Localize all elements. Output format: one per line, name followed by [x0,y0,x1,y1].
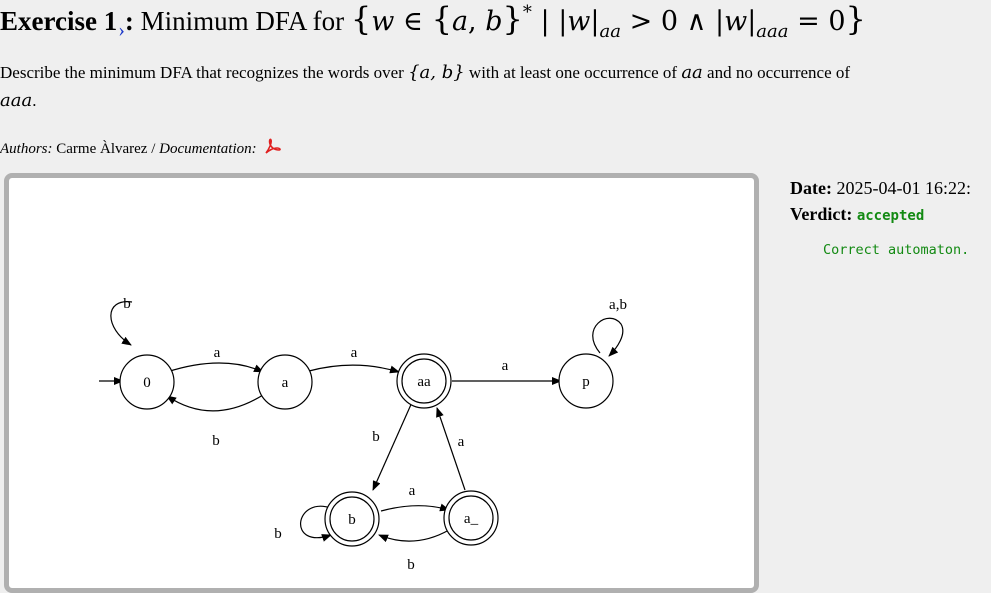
label-aa-p: a [502,358,509,374]
chevron-right-icon[interactable]: › [118,19,125,41]
label-b-b: b [274,526,282,542]
svg-text:0: 0 [143,375,151,391]
svg-text:a_: a_ [464,511,479,527]
transition-a-aa [308,364,400,374]
alphabet-math: {a, b} [408,62,465,83]
automaton-diagram: b a b a a a,b b a a b b 0 a aa p [99,296,627,573]
submission-info: Date: 2025-04-01 16:22: Verdict: accepte… [790,175,971,229]
exercise-colon: : [124,6,134,36]
transition-a_-b [378,529,450,543]
label-0-a: a [214,345,221,361]
transition-b-b [300,505,332,542]
title-prefix: Minimum DFA for [140,6,345,36]
documentation-label: Documentation: [159,141,257,157]
label-a-aa: a [351,345,358,361]
state-p: p [558,353,614,409]
verdict-label: Verdict: [790,204,853,224]
transition-p-p [592,317,624,357]
transition-b-a_ [380,503,450,512]
state-a_: a_ [443,490,499,546]
language-formula: {w ∈ {a, b}* | |w|aa > 0 ∧ |w|aaa = 0} [350,0,866,42]
state-0: 0 [119,354,175,410]
automaton-panel: b a b a a a,b b a a b b 0 a aa p [4,173,759,593]
transition-0-0 [110,301,133,346]
label-a-0: b [212,433,220,449]
verdict-message: Correct automaton. [823,242,970,258]
exercise-label: Exercise 1 [0,6,118,36]
state-aa: aa [396,353,452,409]
label-p-p: a,b [609,297,627,313]
author-name: Carme Àlvarez [56,141,148,157]
date-row: Date: 2025-04-01 16:22: [790,175,971,201]
label-0-0: b [123,296,131,312]
svg-text:b: b [348,512,356,528]
pdf-icon[interactable] [263,138,282,161]
authors-label: Authors: [0,141,53,157]
state-a: a [257,354,313,410]
date-label: Date: [790,178,832,198]
date-value: 2025-04-01 16:22: [836,178,971,198]
exercise-title: Exercise 1›: Minimum DFA for {w ∈ {a, b}… [0,2,866,47]
label-a_-b: b [407,557,415,573]
label-a_-aa: a [458,434,465,450]
exercise-description: Describe the minimum DFA that recognizes… [0,62,851,111]
svg-text:aa: aa [417,374,431,390]
verdict-value: accepted [856,208,925,224]
transition-0-a [166,362,264,373]
verdict-row: Verdict: accepted [790,201,971,229]
svg-text:a: a [282,375,289,391]
label-aa-b: b [372,429,380,445]
authors-line: Authors: Carme Àlvarez / Documentation: [0,138,282,161]
state-b: b [324,491,380,547]
transition-aa-b [372,399,414,491]
transition-a-0 [166,394,264,412]
transition-a_-aa [436,407,466,491]
label-b-a_: a [409,483,416,499]
svg-text:p: p [582,374,590,390]
